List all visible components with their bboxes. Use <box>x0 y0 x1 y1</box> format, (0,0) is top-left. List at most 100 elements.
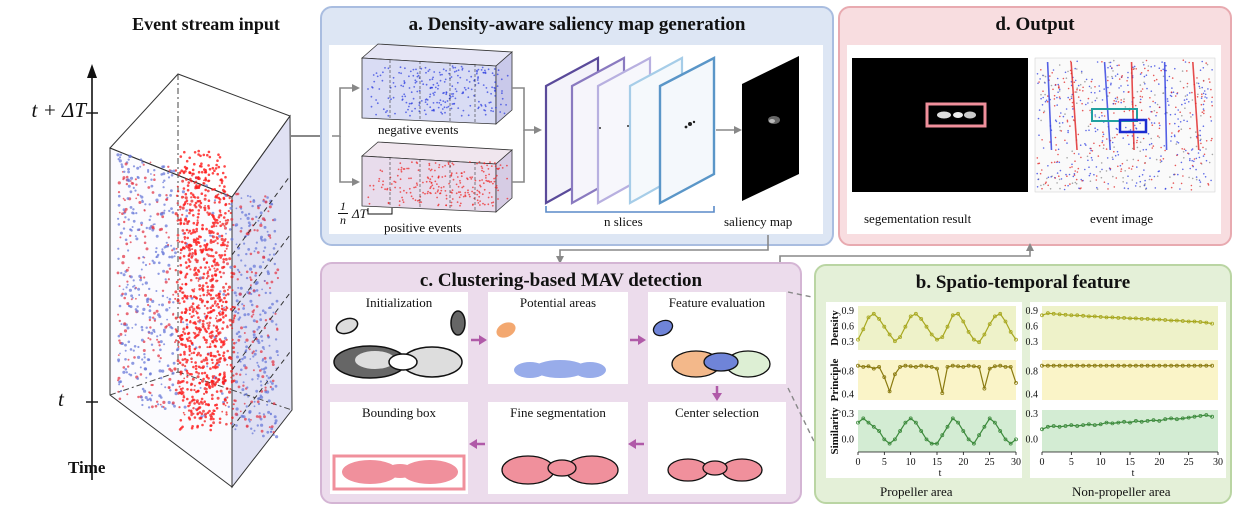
data-point <box>1169 363 1173 368</box>
y-tick-label: 0.0 <box>842 434 855 445</box>
data-point <box>940 391 945 396</box>
n-slices-stack <box>544 56 716 206</box>
data-point <box>998 311 1003 316</box>
data-point <box>993 364 997 369</box>
data-point <box>1186 319 1191 324</box>
x-tick-label: 15 <box>932 457 942 468</box>
panel-d-graphics <box>852 57 1216 193</box>
data-point <box>914 311 918 316</box>
data-point <box>956 364 960 369</box>
panel-a-title: a. Density-aware saliency map generation <box>408 14 746 35</box>
data-point <box>1098 422 1103 427</box>
event-image-label: event image <box>1090 211 1154 226</box>
data-point <box>1104 363 1109 368</box>
data-point <box>950 416 955 421</box>
data-point <box>877 364 881 369</box>
x-tick-label: 5 <box>1069 457 1074 468</box>
time-axis-arrow-icon <box>87 64 97 78</box>
data-point <box>924 364 929 369</box>
data-point <box>908 416 913 421</box>
y-tick-label: 0.8 <box>842 366 855 377</box>
series-line <box>1041 312 1213 325</box>
step-initialization-title: Initialization <box>365 295 433 310</box>
data-point <box>1204 413 1209 417</box>
slice-dt: ΔT <box>352 206 367 221</box>
data-point <box>1186 363 1191 368</box>
positive-events-label: positive events <box>384 220 462 235</box>
data-point <box>1169 416 1173 421</box>
data-point <box>1210 321 1214 326</box>
event-stream-volume <box>86 64 322 489</box>
data-point <box>882 324 887 329</box>
x-tick-label: 30 <box>1213 457 1223 468</box>
data-point <box>1057 363 1062 368</box>
data-point <box>914 420 918 425</box>
data-point <box>1116 315 1121 320</box>
step-bounding-box-title: Bounding box <box>361 405 437 420</box>
data-point <box>1075 424 1080 428</box>
data-point <box>1003 319 1008 324</box>
data-point <box>961 364 966 369</box>
x-tick-label: 0 <box>856 457 861 468</box>
data-point <box>1003 364 1008 369</box>
slice-fraction: 1 n <box>338 200 368 227</box>
data-point <box>1087 422 1091 427</box>
data-point <box>950 313 955 318</box>
data-point <box>903 324 908 329</box>
row-label-density: Density <box>829 310 841 346</box>
data-point <box>871 366 876 371</box>
data-point <box>966 329 971 334</box>
data-point <box>1046 424 1050 429</box>
data-point <box>861 327 866 332</box>
data-point <box>1063 312 1068 317</box>
data-point <box>1110 421 1115 426</box>
y-tick-label: 0.4 <box>1026 389 1039 400</box>
data-point <box>898 429 902 433</box>
data-point <box>908 364 913 369</box>
data-point <box>1057 312 1062 317</box>
data-point <box>1046 363 1050 368</box>
data-point <box>1192 414 1197 419</box>
data-point <box>977 433 981 438</box>
data-point <box>1210 363 1214 368</box>
data-point <box>1051 311 1056 316</box>
data-point <box>919 363 924 368</box>
data-point <box>982 424 987 429</box>
data-point <box>1122 363 1126 368</box>
y-tick-label: 0.3 <box>842 337 855 348</box>
data-point <box>1092 423 1097 428</box>
data-point <box>1163 417 1168 422</box>
row-label-similarity: Similarity <box>829 407 841 455</box>
data-point <box>1163 363 1168 368</box>
data-point <box>856 363 860 368</box>
data-point <box>908 314 913 319</box>
data-point <box>1180 319 1185 323</box>
series-line <box>857 417 1017 445</box>
data-point <box>1092 314 1097 319</box>
data-point <box>1139 419 1144 424</box>
data-point <box>1051 363 1056 368</box>
data-point <box>1145 363 1150 368</box>
series-line <box>857 313 1017 343</box>
data-point <box>935 366 939 371</box>
data-point <box>1069 423 1074 428</box>
data-point <box>1128 316 1132 321</box>
data-point <box>1122 315 1126 320</box>
y-tick-label: 0.3 <box>842 409 855 420</box>
data-point <box>1122 419 1126 424</box>
slice-5 <box>658 56 716 206</box>
saliency-map-label: saliency map <box>724 214 793 229</box>
y-tick-label: 0.3 <box>1026 337 1039 348</box>
x-tick-label: 5 <box>882 457 887 468</box>
data-point <box>1110 363 1115 368</box>
data-point <box>919 316 924 321</box>
data-point <box>882 437 887 442</box>
data-point <box>861 416 866 421</box>
data-point <box>1128 420 1132 425</box>
y-tick-label: 0.9 <box>1026 306 1039 317</box>
data-point <box>1175 417 1179 422</box>
chart-plot-area <box>858 360 1016 400</box>
data-point <box>1139 363 1144 368</box>
data-point <box>1204 320 1209 325</box>
data-point <box>972 364 976 369</box>
